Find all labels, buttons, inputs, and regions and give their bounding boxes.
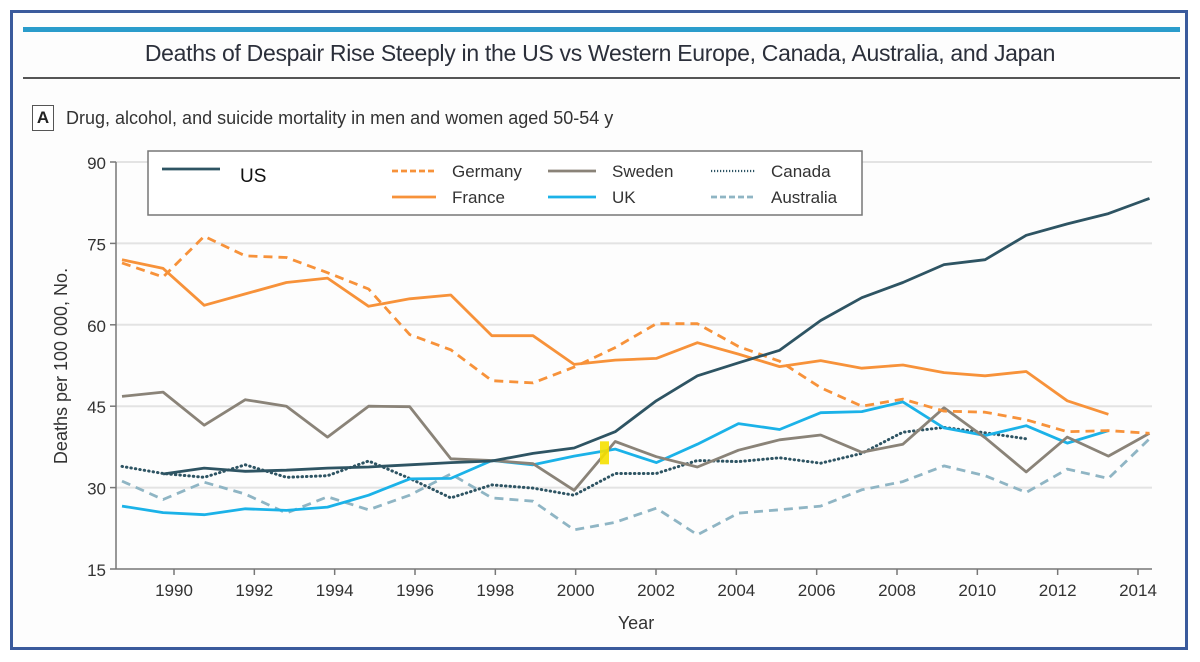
y-tick-label: 15 (87, 561, 106, 580)
y-tick-label: 45 (87, 398, 106, 417)
legend-label-sweden: Sweden (612, 162, 673, 181)
x-tick-label: 2008 (878, 581, 916, 600)
x-tick-label: 2004 (717, 581, 755, 600)
legend-label-germany: Germany (452, 162, 522, 181)
series-line-canada (120, 425, 1028, 500)
x-tick-label: 1992 (235, 581, 273, 600)
title-divider (23, 77, 1180, 79)
x-tick-label: 2006 (798, 581, 836, 600)
series-line-sweden (121, 390, 1151, 492)
legend-label-france: France (452, 188, 505, 207)
x-axis-title: Year (618, 613, 654, 633)
y-ticks: 15 30 45 60 75 90 (87, 154, 116, 580)
highlight-marker (600, 441, 609, 465)
x-tick-label: 2000 (557, 581, 595, 600)
x-tick-label: 2002 (637, 581, 675, 600)
figure-frame (10, 10, 1188, 650)
legend-label-us: US (240, 166, 266, 187)
legend: US Germany France Sweden UK Canada Australia (147, 150, 863, 216)
x-tick-label: 2014 (1119, 581, 1157, 600)
panel-subtitle: Drug, alcohol, and suicide mortality in … (66, 108, 614, 128)
panel-label: A (32, 105, 54, 131)
x-tick-label: 1998 (476, 581, 514, 600)
series-line-us (162, 197, 1150, 476)
x-tick-label: 1990 (155, 581, 193, 600)
y-tick-label: 60 (87, 317, 106, 336)
accent-bar (23, 27, 1180, 32)
y-tick-label: 90 (87, 154, 106, 173)
x-tick-label: 2012 (1039, 581, 1077, 600)
legend-label-uk: UK (612, 188, 636, 207)
annotations (600, 441, 609, 465)
y-tick-label: 30 (87, 480, 106, 499)
axes (115, 162, 1152, 570)
figure-title: Deaths of Despair Rise Steeply in the US… (144, 40, 1056, 66)
series-line-uk (121, 400, 1109, 517)
legend-box (147, 150, 863, 216)
x-tick-label: 1996 (396, 581, 434, 600)
x-ticks: 1990 1992 1994 1996 1998 2000 2002 2004 2006 2008… (155, 569, 1157, 600)
legend-label-canada: Canada (771, 162, 831, 181)
y-axis-title: Deaths per 100 000, No. (51, 268, 71, 464)
y-tick-label: 75 (87, 235, 106, 254)
x-tick-label: 1994 (316, 581, 354, 600)
x-tick-label: 2010 (958, 581, 996, 600)
series-lines (120, 197, 1151, 537)
series-line-france (121, 258, 1109, 416)
series-line-germany (121, 234, 1150, 435)
legend-label-australia: Australia (771, 188, 838, 207)
